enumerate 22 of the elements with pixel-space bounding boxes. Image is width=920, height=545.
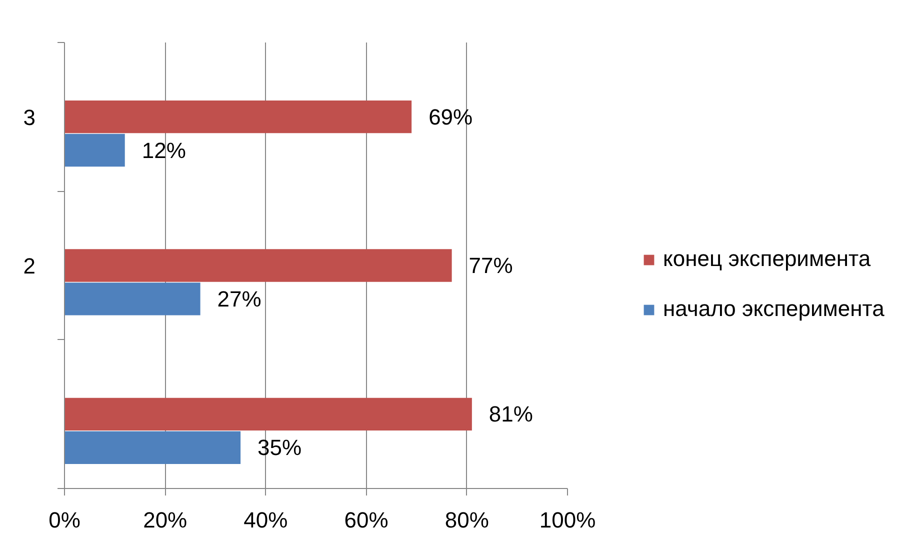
y-tick-label: 2 [23,254,36,278]
x-tick-label: 80% [444,508,489,532]
data-label: 27% [217,286,262,312]
data-label: 12% [142,138,186,163]
data-label: 81% [488,402,533,427]
bar [64,100,412,134]
bar [64,134,125,167]
legend-label: конец эксперимента [663,246,871,272]
x-tick-label: 100% [539,508,596,532]
x-tick-label: 0% [48,508,80,532]
y-tick-label: 3 [23,104,36,130]
data-label: 69% [428,104,473,130]
data-label: 77% [468,253,513,278]
bar [64,282,200,316]
data-label: 35% [258,435,302,460]
x-tick-label: 20% [143,508,188,532]
bar [64,249,452,282]
bar [64,431,241,464]
x-tick-label: 40% [244,508,288,532]
x-tick-label: 60% [344,508,388,532]
legend-label: начало эксперимента [663,296,884,322]
bar [64,398,472,431]
